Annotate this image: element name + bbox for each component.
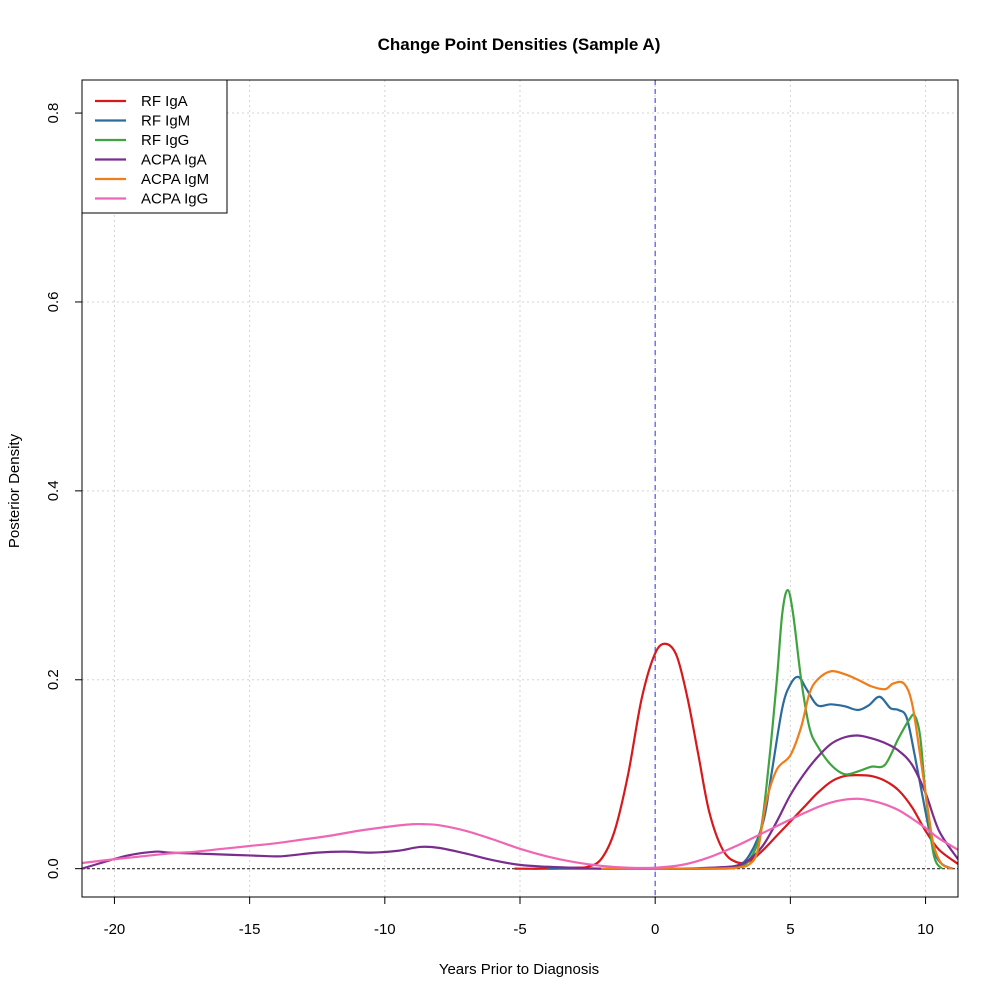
y-tick-label: 0.4	[45, 480, 62, 501]
x-tick-label: 5	[786, 921, 794, 938]
y-axis: 0.0 0.2 0.4 0.6 0.8	[45, 103, 82, 879]
series-line-acpa-igg	[82, 797, 958, 870]
y-tick-label: 0.0	[45, 858, 62, 879]
x-axis-label: Years Prior to Diagnosis	[439, 961, 599, 978]
grid-lines	[82, 80, 958, 897]
legend-label-rf-igg: RF IgG	[141, 132, 189, 149]
legend-label-acpa-iga: ACPA IgA	[141, 152, 207, 169]
y-tick-label: 0.2	[45, 669, 62, 690]
y-tick-label: 0.6	[45, 292, 62, 313]
x-tick-label: -5	[513, 921, 526, 938]
legend-label-acpa-igg: ACPA IgG	[141, 191, 208, 208]
legend-box	[81, 79, 228, 214]
y-axis-label: Posterior Density	[6, 433, 23, 548]
x-tick-label: 10	[917, 921, 934, 938]
y-tick-label: 0.8	[45, 103, 62, 124]
legend-label-rf-iga: RF IgA	[141, 93, 188, 110]
x-tick-label: -20	[104, 921, 126, 938]
legend-label-rf-igm: RF IgM	[141, 113, 190, 130]
x-tick-label: -10	[374, 921, 396, 938]
series-line-acpa-igm	[601, 669, 954, 870]
x-tick-label: 0	[651, 921, 659, 938]
chart-title: Change Point Densities (Sample A)	[378, 35, 661, 54]
legend-label-acpa-igm: ACPA IgM	[141, 171, 209, 188]
series-lines	[82, 588, 958, 870]
legend: RF IgA RF IgM RF IgG ACPA IgA ACPA IgM ACPA I…	[81, 79, 228, 214]
series-line-rf-igm	[547, 675, 954, 870]
x-tick-label: -15	[239, 921, 261, 938]
x-axis: -20 -15 -10 -5 0 5 10	[104, 897, 934, 938]
